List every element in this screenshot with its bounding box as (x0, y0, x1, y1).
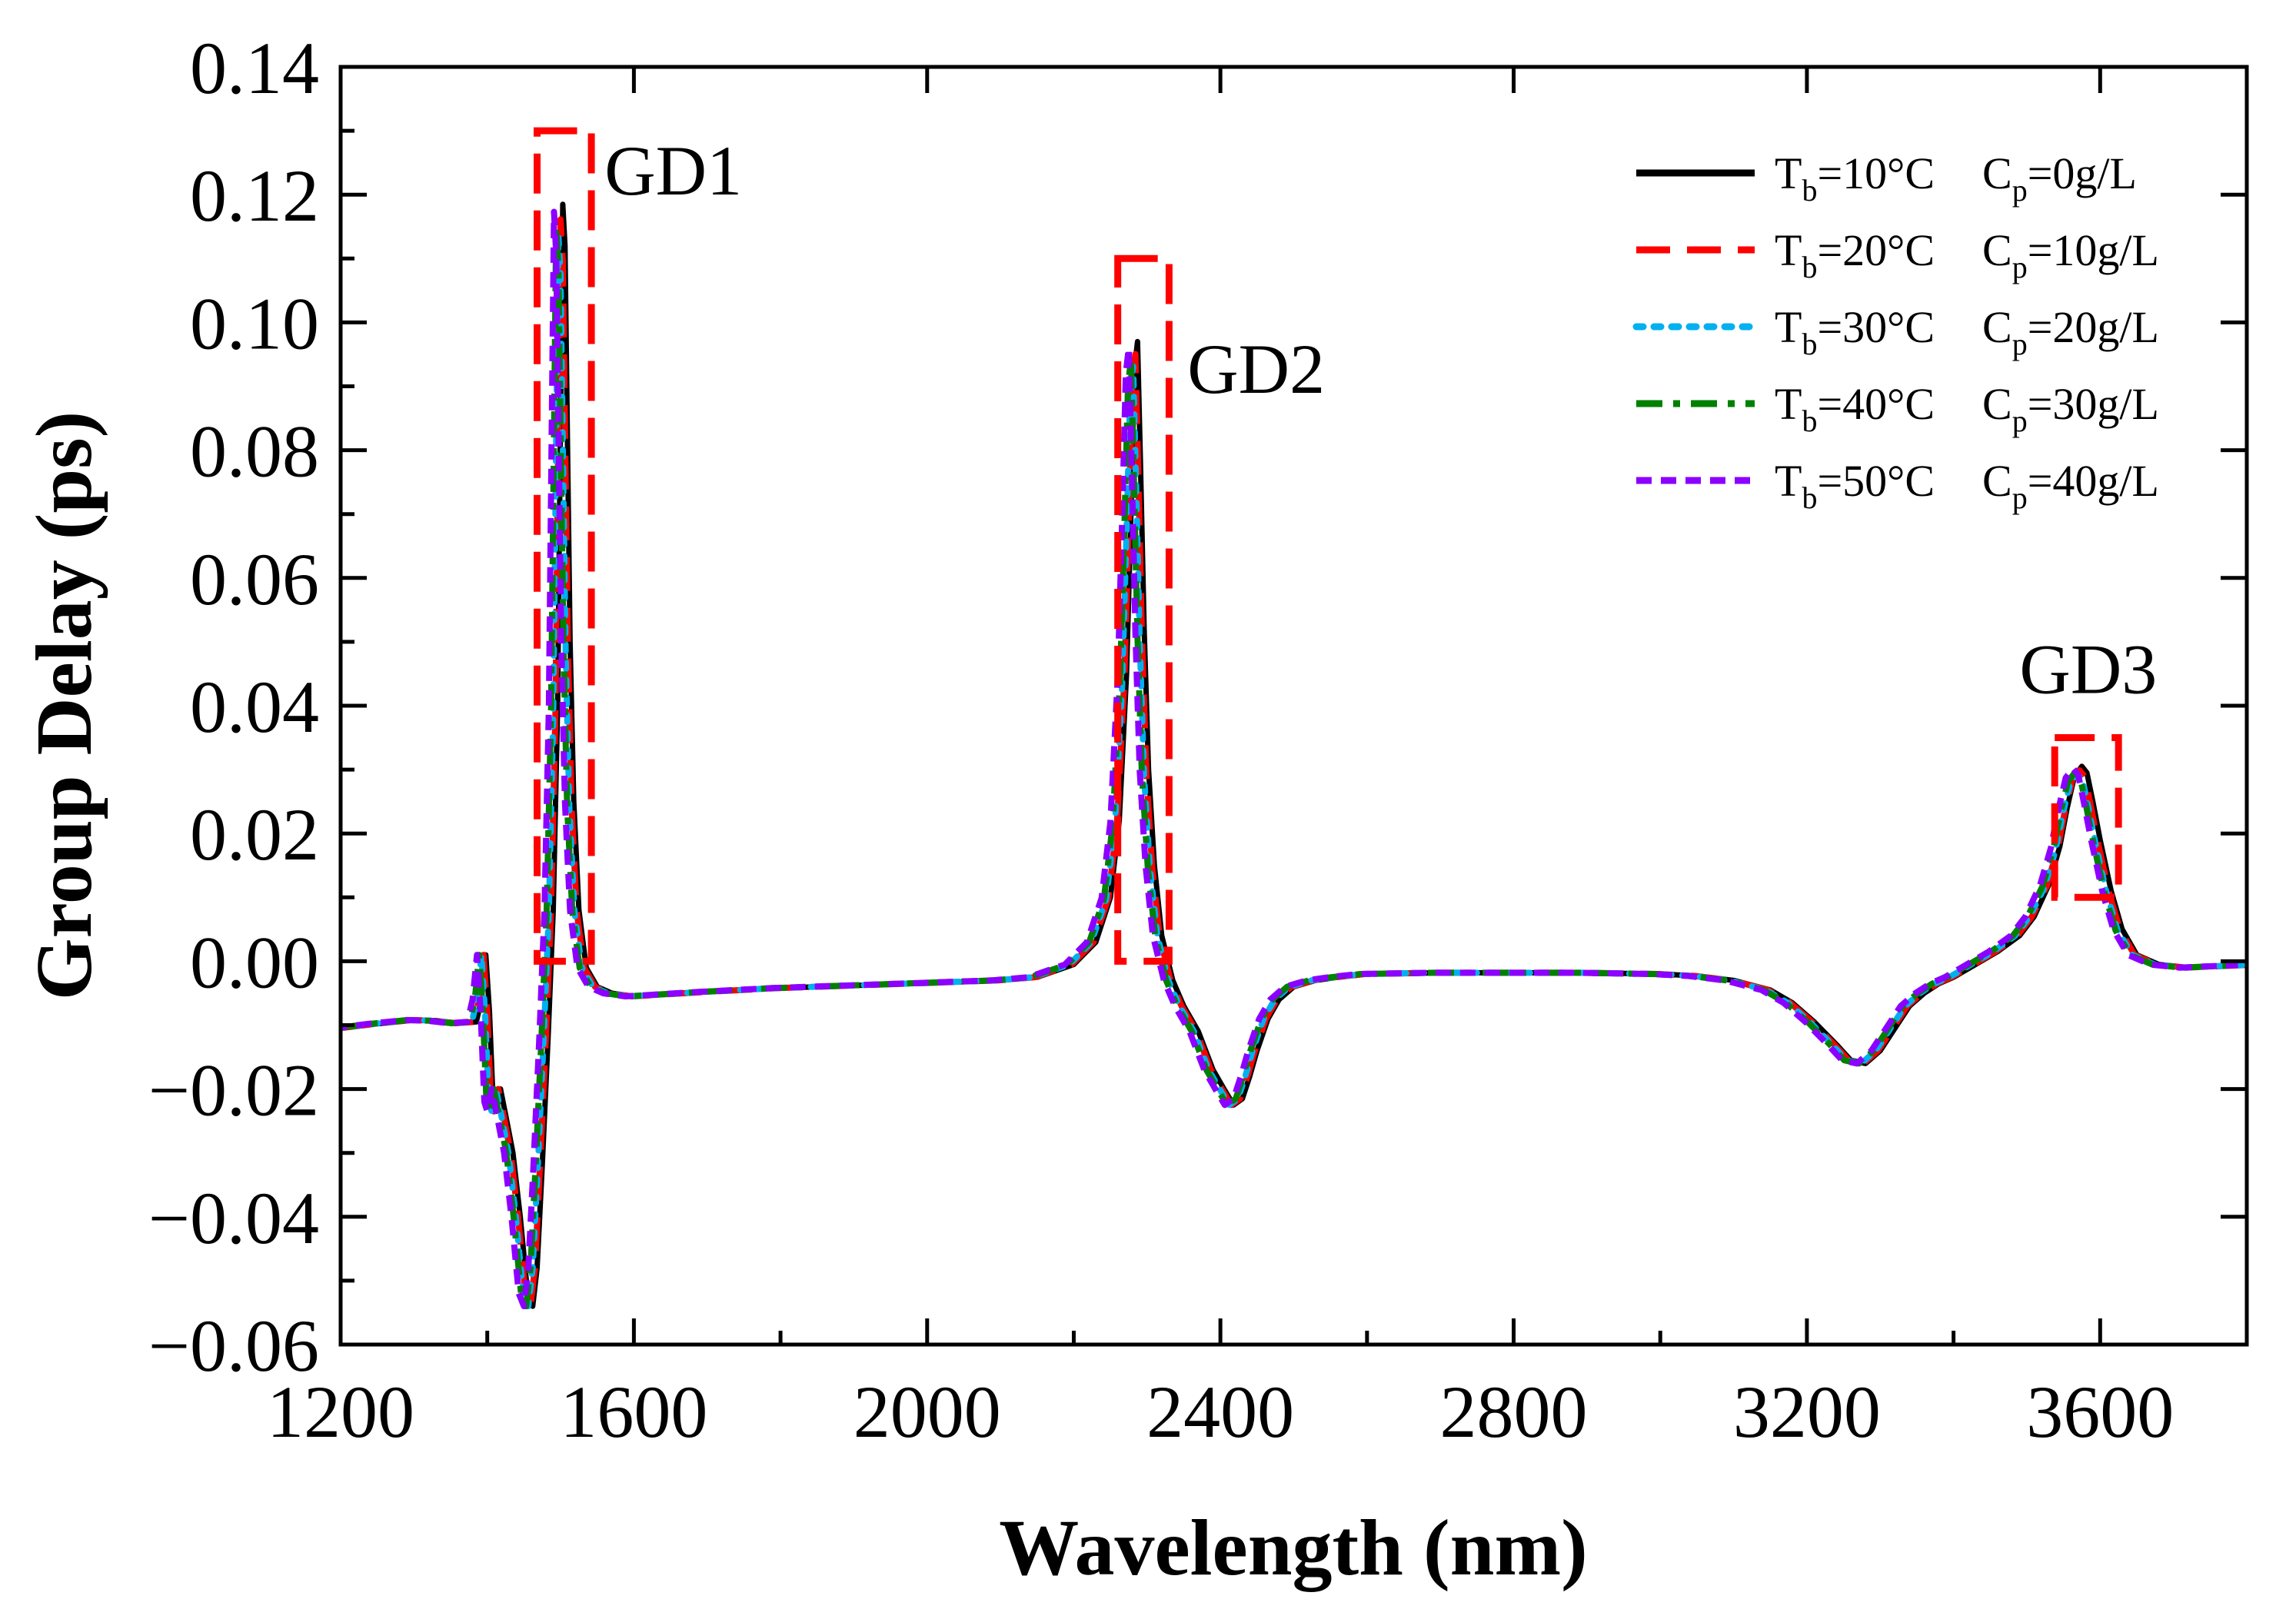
annotation-layer: GD1 GD2 GD3 (604, 131, 2157, 708)
y-tick-label: −0.04 (148, 1177, 319, 1259)
y-tick-label: 0.04 (190, 666, 319, 748)
y-tick-label: 0.08 (190, 411, 319, 493)
legend-label-4: Tb=40°C Cp=30g/L (1775, 379, 2159, 438)
x-axis-title: Wavelength (nm) (999, 1504, 1588, 1592)
y-tick-label: 0.14 (190, 27, 319, 109)
legend-label-5: Tb=50°C Cp=40g/L (1775, 456, 2159, 515)
x-tick-label: 3600 (2026, 1371, 2174, 1453)
y-tick-label: 0.12 (190, 155, 319, 237)
y-tick-label: −0.02 (148, 1049, 319, 1132)
annotation-gd3: GD3 (2019, 630, 2157, 708)
legend-label-3: Tb=30°C Cp=20g/L (1775, 302, 2159, 361)
y-tick-label: 0.00 (190, 921, 319, 1003)
tick-label-layer: 1200 1600 2000 2400 2800 3200 3600 −0.06 −0.04 −0… (148, 27, 2174, 1453)
x-tick-label: 2000 (854, 1371, 1001, 1453)
gd1-highlight-box (534, 127, 595, 965)
x-tick-label: 1600 (560, 1371, 707, 1453)
series-line-4 (341, 224, 2241, 1310)
y-axis-title: Group Delay (ps) (20, 411, 108, 1001)
y-tick-label: 0.06 (190, 538, 319, 620)
gd3-highlight-box (2051, 734, 2122, 901)
annotation-gd2: GD2 (1187, 330, 1325, 408)
x-tick-label: 2400 (1146, 1371, 1294, 1453)
tick-layer (338, 65, 2247, 1347)
series-line-5 (341, 208, 2238, 1310)
legend-label-1: Tb=10°C Cp=0g/L (1775, 148, 2137, 208)
y-tick-label: −0.06 (148, 1305, 319, 1387)
legend-label-2: Tb=20°C Cp=10g/L (1775, 225, 2159, 284)
annotation-gd1: GD1 (604, 131, 742, 210)
y-tick-label: 0.02 (190, 793, 319, 876)
gd2-highlight-box (1114, 254, 1173, 965)
legend: Tb=10°C Cp=0g/L Tb=20°C Cp=10g/L Tb=30°C Cp=2… (1632, 148, 2159, 515)
y-tick-label: 0.10 (190, 282, 319, 364)
x-tick-label: 2800 (1440, 1371, 1588, 1453)
x-tick-label: 3200 (1733, 1371, 1881, 1453)
highlight-box-layer (534, 127, 2122, 965)
x-tick-label: 1200 (267, 1371, 414, 1453)
